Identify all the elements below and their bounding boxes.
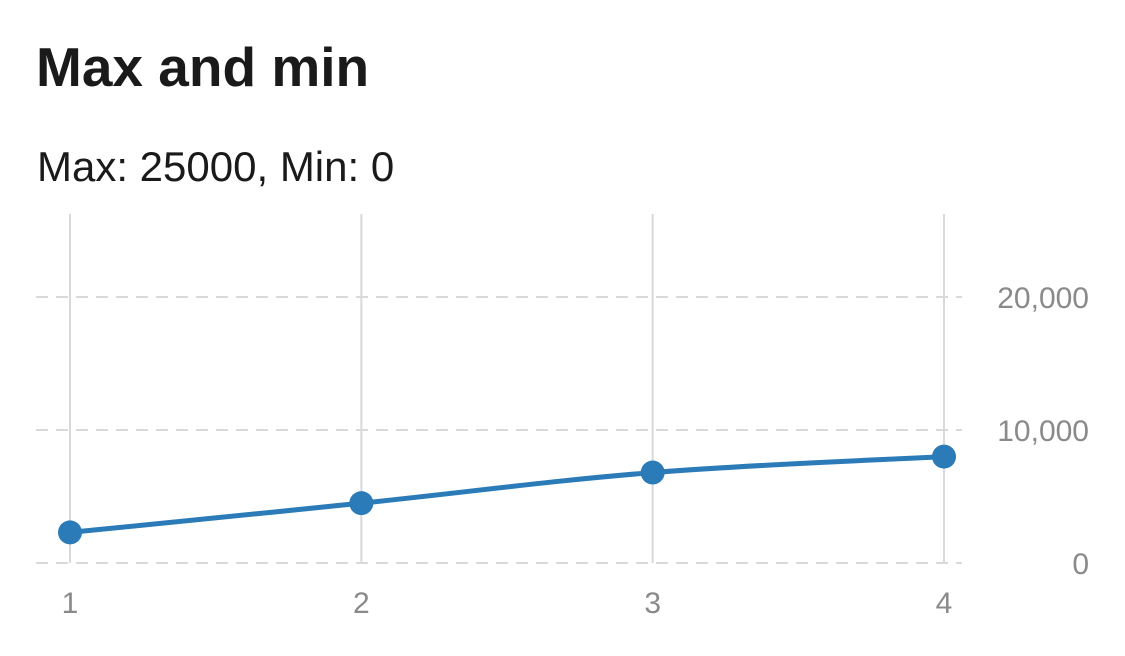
data-point-1 — [58, 520, 82, 545]
series-line-group — [67, 454, 947, 535]
y-tick-label-1: 0 — [1072, 548, 1089, 581]
x-tick-labels: 1 2 3 4 — [62, 587, 953, 620]
horizontal-gridlines — [36, 296, 962, 564]
y-tick-label-3: 20,000 — [997, 282, 1089, 315]
page-title: Max and min — [36, 36, 370, 98]
series-points — [58, 444, 956, 545]
x-tick-label-4: 4 — [936, 587, 953, 620]
x-tick-label-1: 1 — [62, 587, 79, 620]
series-line-1 — [67, 454, 947, 535]
vertical-gridlines — [69, 214, 945, 563]
chart-subtitle: Max: 25000, Min: 0 — [37, 143, 395, 190]
y-tick-label-2: 10,000 — [997, 415, 1089, 448]
y-tick-labels: 0 10,000 20,000 — [997, 282, 1089, 581]
data-point-3 — [640, 460, 665, 485]
x-tick-label-2: 2 — [353, 587, 370, 620]
data-point-2 — [349, 491, 374, 516]
data-point-4 — [932, 444, 956, 469]
x-tick-label-3: 3 — [644, 587, 661, 620]
